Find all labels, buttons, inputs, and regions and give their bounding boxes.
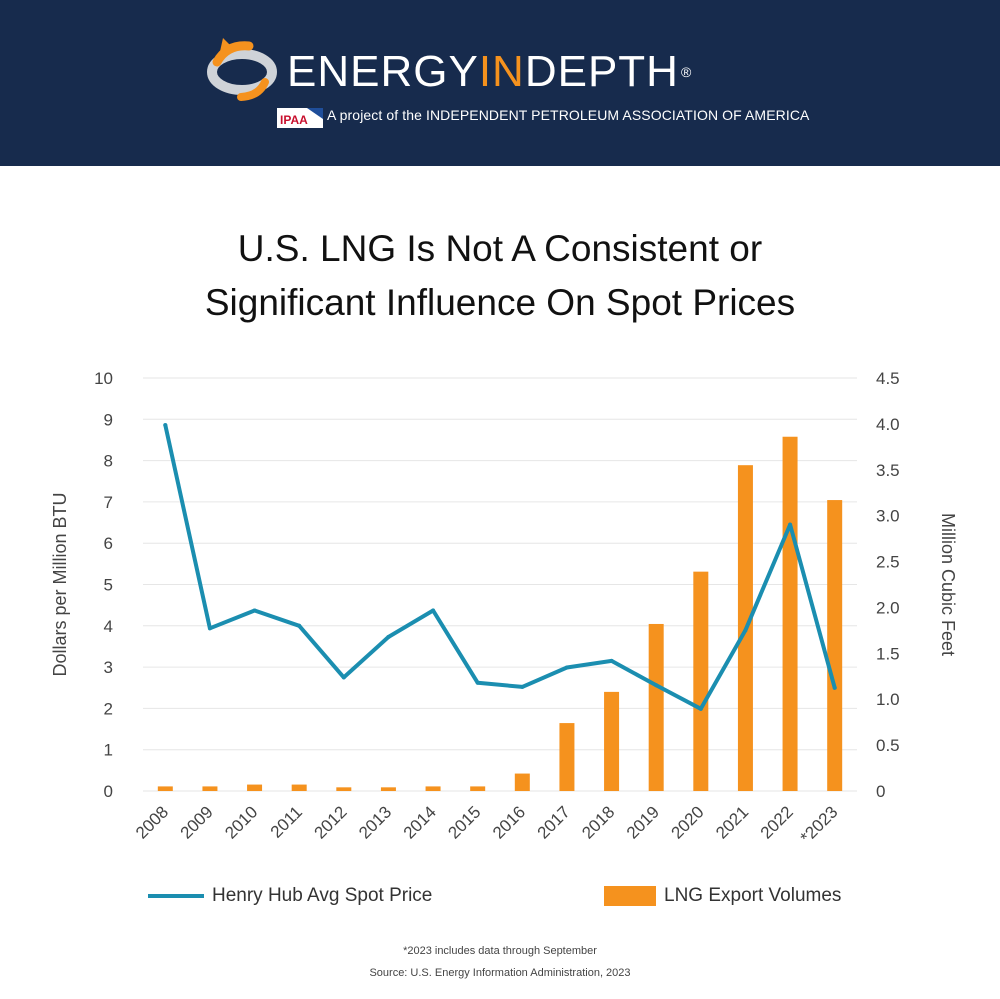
y-left-tick-label: 5 bbox=[104, 576, 113, 595]
x-tick-label: 2020 bbox=[667, 802, 707, 842]
spot-price-point bbox=[609, 658, 614, 663]
lng-export-bar bbox=[559, 723, 575, 791]
y-right-tick-label: 4.5 bbox=[876, 369, 900, 388]
y-left-tick-label: 9 bbox=[104, 410, 113, 429]
chart-title-line: U.S. LNG Is Not A Consistent or bbox=[237, 228, 763, 269]
lng-export-bar bbox=[380, 787, 396, 791]
source-note: Source: U.S. Energy Information Administ… bbox=[369, 967, 631, 979]
legend-item-lng-exports: LNG Export Volumes bbox=[604, 885, 841, 907]
y-right-tick-label: 3.5 bbox=[876, 461, 900, 480]
spot-price-point bbox=[207, 626, 212, 631]
legend-label: Henry Hub Avg Spot Price bbox=[212, 885, 433, 906]
legend-line-swatch bbox=[148, 894, 204, 898]
dual-axis-chart: 0 1 2 3 4 5 6 7 8 9 10 0 0.5 1.0 1.5 2.0 2.5 3.0 3.5 4.0 4.5… bbox=[50, 369, 958, 847]
lng-export-bar bbox=[425, 786, 441, 791]
y-left-tick-label: 7 bbox=[104, 493, 113, 512]
tagline: A project of the INDEPENDENT PETROLEUM A… bbox=[327, 107, 810, 123]
spot-price-point bbox=[341, 675, 346, 680]
x-tick-label: 2015 bbox=[444, 802, 484, 842]
lng-export-bar bbox=[291, 784, 307, 791]
brand-wordmark: ENERGYINDEPTH ® bbox=[287, 47, 693, 96]
x-tick-label: 2021 bbox=[712, 802, 752, 842]
y-left-tick-label: 6 bbox=[104, 534, 113, 553]
y-right-tick-label: 1.0 bbox=[876, 690, 900, 709]
spot-price-point bbox=[475, 680, 480, 685]
y-right-tick-label: 4.0 bbox=[876, 415, 900, 434]
spot-price-point bbox=[832, 685, 837, 690]
header-banner: ENERGYINDEPTH ® IPAA A project of the IND… bbox=[0, 0, 1000, 166]
chart-title-line: Significant Influence On Spot Prices bbox=[204, 282, 796, 323]
lng-export-bar bbox=[693, 571, 709, 791]
x-tick-label: 2011 bbox=[267, 802, 306, 841]
spot-price-point bbox=[788, 522, 793, 527]
x-tick-label: 2018 bbox=[578, 802, 618, 842]
y-left-tick-label: 1 bbox=[104, 741, 113, 760]
y-left-tick-label: 2 bbox=[104, 699, 113, 718]
y-right-tick-label: 3.0 bbox=[876, 507, 900, 526]
spot-price-point bbox=[252, 608, 257, 613]
x-tick-label: 2010 bbox=[221, 802, 261, 842]
spot-price-point bbox=[297, 623, 302, 628]
y-right-tick-label: 2.0 bbox=[876, 598, 900, 617]
spot-price-point bbox=[654, 683, 659, 688]
legend-bar-swatch bbox=[604, 886, 656, 906]
lng-export-bar bbox=[827, 500, 843, 791]
x-tick-label: 2012 bbox=[310, 802, 350, 842]
x-tick-label: 2014 bbox=[400, 802, 440, 842]
y-left-tick-label: 10 bbox=[94, 369, 113, 388]
spot-price-point bbox=[163, 423, 168, 428]
x-tick-label: *2023 bbox=[797, 802, 842, 847]
legend-label: LNG Export Volumes bbox=[664, 885, 842, 906]
y-right-tick-label: 1.5 bbox=[876, 644, 900, 663]
y-right-tick-label: 0.5 bbox=[876, 736, 900, 755]
spot-price-point bbox=[564, 665, 569, 670]
footnote: *2023 includes data through September bbox=[403, 945, 597, 957]
x-tick-label: 2013 bbox=[355, 802, 395, 842]
spot-price-point bbox=[431, 608, 436, 613]
chart-title: U.S. LNG Is Not A Consistent or Signific… bbox=[0, 222, 1000, 330]
energy-in-depth-logo-icon bbox=[207, 38, 277, 101]
y-right-tick-label: 2.5 bbox=[876, 553, 900, 572]
spot-price-line bbox=[163, 423, 837, 711]
x-tick-label: 2022 bbox=[757, 802, 797, 842]
lng-export-bar bbox=[782, 436, 798, 791]
lng-export-bar bbox=[336, 787, 352, 791]
y-right-axis-label: Million Cubic Feet bbox=[938, 513, 958, 656]
lng-export-bar bbox=[157, 786, 173, 791]
lng-export-bar bbox=[247, 784, 263, 791]
y-left-tick-label: 4 bbox=[104, 617, 113, 636]
lng-export-bar bbox=[648, 623, 664, 791]
x-tick-label: 2016 bbox=[489, 802, 529, 842]
svg-text:IPAA: IPAA bbox=[280, 113, 308, 127]
ipaa-logo-icon: IPAA bbox=[277, 108, 323, 128]
lng-export-bar bbox=[514, 773, 530, 791]
lng-export-bar bbox=[470, 786, 486, 791]
x-tick-label: 2009 bbox=[177, 802, 217, 842]
y-left-axis-label: Dollars per Million BTU bbox=[50, 492, 70, 676]
spot-price-point bbox=[743, 628, 748, 633]
y-left-tick-label: 3 bbox=[104, 658, 113, 677]
y-left-tick-label: 0 bbox=[104, 782, 113, 801]
x-tick-label: 2019 bbox=[623, 802, 663, 842]
x-tick-label: 2008 bbox=[132, 802, 172, 842]
lng-export-bar bbox=[202, 786, 218, 791]
y-left-tick-label: 8 bbox=[104, 452, 113, 471]
legend-item-spot-price: Henry Hub Avg Spot Price bbox=[148, 885, 432, 907]
y-right-tick-label: 0 bbox=[876, 782, 885, 801]
x-tick-label: 2017 bbox=[534, 802, 574, 842]
lng-export-bar bbox=[604, 691, 620, 791]
spot-price-point bbox=[386, 634, 391, 639]
spot-price-point bbox=[520, 684, 525, 689]
spot-price-point bbox=[698, 706, 703, 711]
